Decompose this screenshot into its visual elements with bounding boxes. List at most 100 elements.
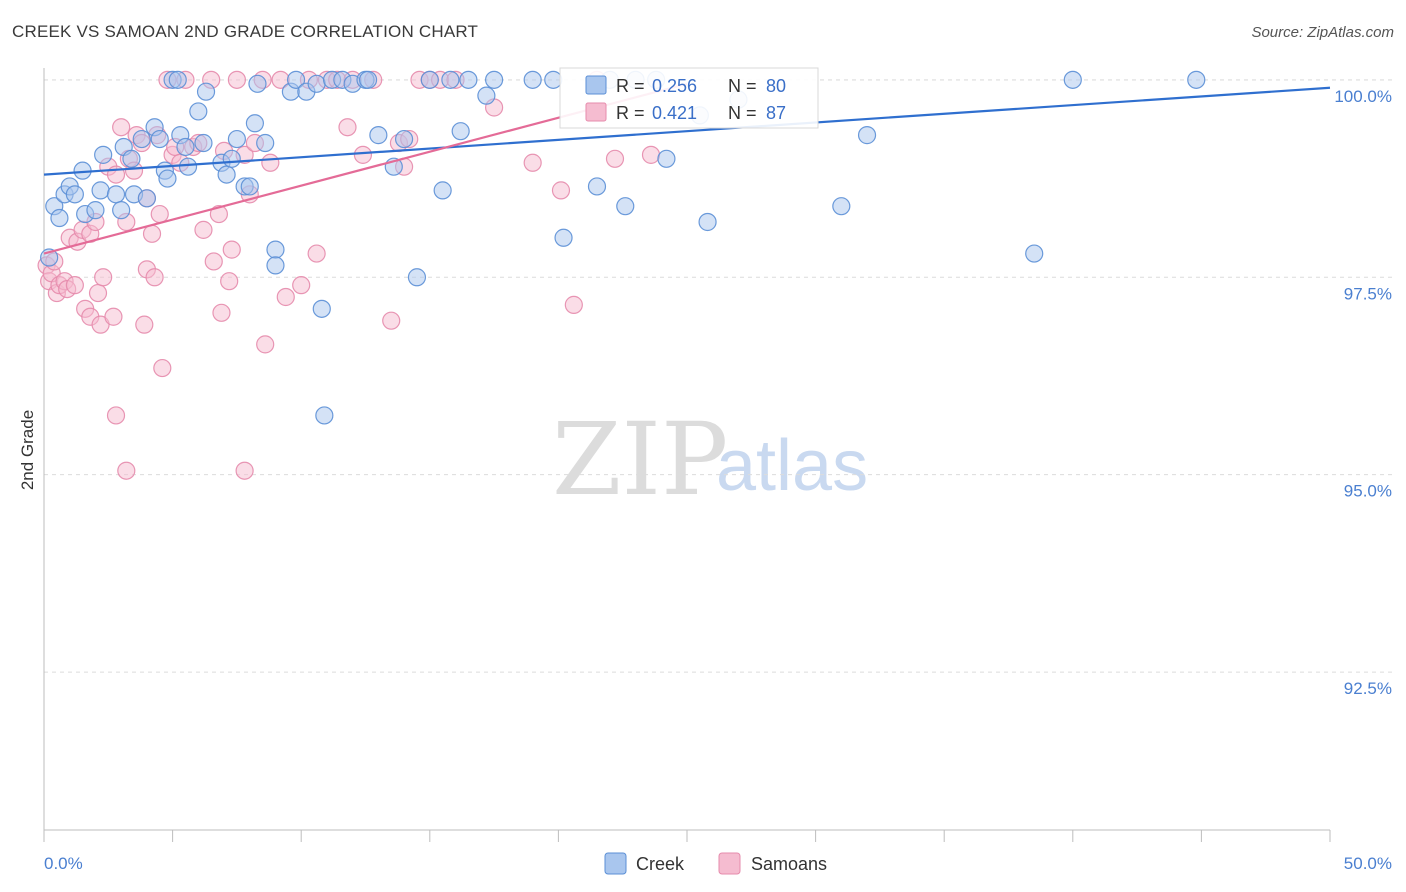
samoans-point	[276, 287, 295, 307]
samoans-point	[227, 70, 246, 89]
samoans-point	[204, 252, 223, 271]
creek-point	[106, 185, 126, 204]
y-tick-label: 97.5%	[1344, 284, 1392, 303]
creek-point	[369, 126, 388, 145]
samoans-n-label: N =	[728, 103, 757, 123]
samoans-point	[212, 303, 231, 322]
creek-point	[286, 70, 306, 89]
creek-point	[137, 189, 156, 208]
creek-point	[150, 129, 169, 149]
samoans-legend-swatch	[585, 102, 607, 122]
y-tick-labels: 100.0% 97.5% 95.0% 92.5%	[1334, 87, 1392, 698]
creek-point	[657, 149, 676, 168]
creek-point	[616, 197, 635, 216]
creek-point	[86, 201, 105, 220]
creek-point	[222, 149, 241, 168]
samoans-point	[112, 118, 131, 137]
chart-title: CREEK VS SAMOAN 2ND GRADE CORRELATION CH…	[12, 22, 479, 41]
creek-point	[196, 82, 216, 101]
samoans-r-value: 0.421	[652, 103, 697, 123]
creek-point	[176, 137, 195, 157]
creek-series-label: Creek	[636, 854, 685, 874]
creek-point	[451, 122, 470, 141]
creek-r-label: R =	[616, 76, 645, 96]
samoans-point	[135, 315, 154, 334]
samoans-point	[338, 118, 357, 137]
samoans-point	[382, 311, 401, 330]
samoans-point	[194, 220, 213, 239]
y-axis-label: 2nd Grade	[18, 410, 37, 490]
samoans-point	[235, 461, 254, 480]
creek-point	[459, 70, 478, 89]
creek-point	[194, 133, 213, 153]
creek-point	[122, 149, 141, 168]
creek-point	[50, 208, 69, 228]
creek-point	[217, 165, 236, 184]
creek-point	[523, 70, 542, 89]
x-minor-ticks	[43, 830, 1331, 842]
creek-point	[407, 268, 427, 287]
creek-point	[256, 133, 275, 153]
samoans-point	[564, 295, 583, 314]
stats-legend: R = 0.256 N = 80 R = 0.421 N = 87	[559, 67, 819, 129]
samoans-point	[605, 149, 625, 168]
creek-point	[91, 181, 110, 200]
creek-point	[1187, 70, 1206, 89]
creek-point	[266, 256, 285, 275]
creek-points	[40, 70, 1206, 425]
samoans-series-label: Samoans	[751, 854, 827, 874]
creek-point	[358, 70, 378, 89]
creek-point	[857, 126, 877, 145]
samoans-point	[209, 204, 228, 224]
samoans-point	[150, 204, 169, 224]
creek-point	[189, 102, 208, 121]
samoans-point	[153, 358, 172, 378]
creek-point	[132, 129, 151, 149]
samoans-point	[117, 461, 136, 480]
samoans-point	[256, 335, 275, 354]
y-tick-label: 100.0%	[1334, 87, 1392, 106]
samoans-r-label: R =	[616, 103, 645, 123]
samoans-point	[65, 276, 84, 295]
creek-r-value: 0.256	[652, 76, 697, 96]
watermark-atlas: atlas	[716, 426, 868, 506]
creek-point	[554, 228, 573, 247]
x-tick-label-min: 0.0%	[44, 854, 83, 873]
creek-point	[168, 70, 187, 89]
creek-trendline	[43, 86, 1331, 176]
gridlines	[44, 79, 1392, 673]
creek-point	[315, 406, 334, 425]
creek-point	[433, 181, 452, 200]
source-label: Source: ZipAtlas.com	[1251, 24, 1394, 41]
creek-point	[248, 74, 267, 93]
creek-point	[1025, 244, 1044, 263]
samoans-point	[142, 224, 162, 243]
samoans-point	[94, 268, 113, 287]
samoans-series-swatch	[718, 852, 741, 875]
creek-point	[112, 201, 131, 220]
samoans-point	[261, 153, 280, 172]
samoans-point	[104, 307, 123, 326]
y-tick-label: 92.5%	[1344, 679, 1392, 698]
samoans-point	[551, 181, 571, 200]
creek-point	[832, 197, 851, 216]
creek-point	[158, 169, 177, 188]
creek-point	[544, 70, 563, 89]
creek-point	[698, 212, 717, 232]
samoans-point	[145, 268, 164, 287]
samoans-n-value: 87	[766, 103, 786, 123]
creek-point	[477, 86, 496, 105]
creek-point	[240, 177, 259, 196]
creek-point	[420, 70, 439, 89]
creek-n-value: 80	[766, 76, 786, 96]
creek-point	[485, 70, 504, 89]
creek-point	[65, 185, 84, 204]
samoans-point	[292, 276, 311, 295]
creek-series-swatch	[604, 852, 627, 875]
samoans-point	[220, 272, 239, 291]
y-tick-label: 95.0%	[1344, 482, 1392, 501]
series-legend: Creek Samoans	[604, 852, 827, 875]
creek-point	[307, 74, 326, 93]
creek-point	[587, 177, 607, 196]
